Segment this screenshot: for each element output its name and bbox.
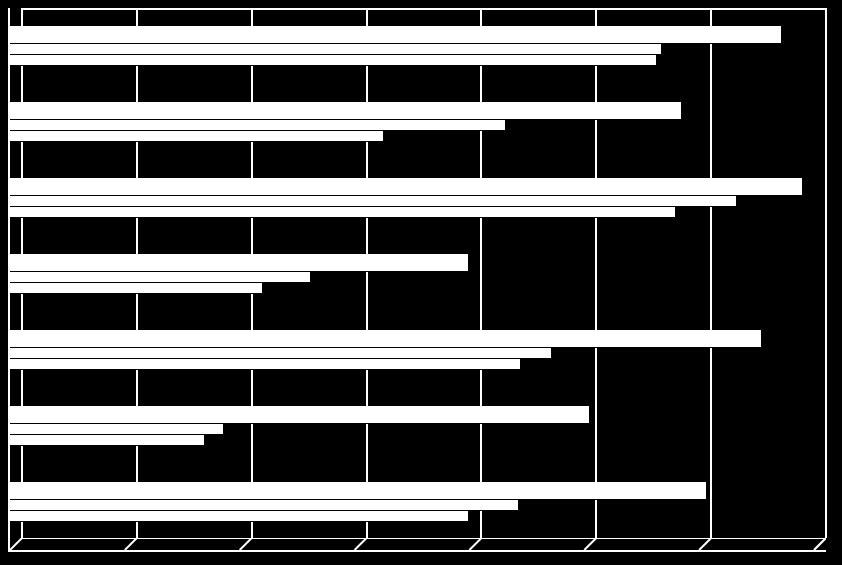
chart-bars bbox=[10, 8, 826, 538]
chart-floor-3d bbox=[10, 538, 826, 550]
chart-plot-area bbox=[8, 8, 826, 552]
bar bbox=[10, 330, 762, 348]
bar bbox=[10, 26, 782, 44]
bar bbox=[10, 254, 469, 272]
bar bbox=[10, 406, 590, 424]
bar bbox=[10, 102, 682, 120]
bar bbox=[10, 482, 707, 500]
bar bbox=[10, 178, 803, 196]
chart-right-wall-3d bbox=[814, 8, 826, 550]
